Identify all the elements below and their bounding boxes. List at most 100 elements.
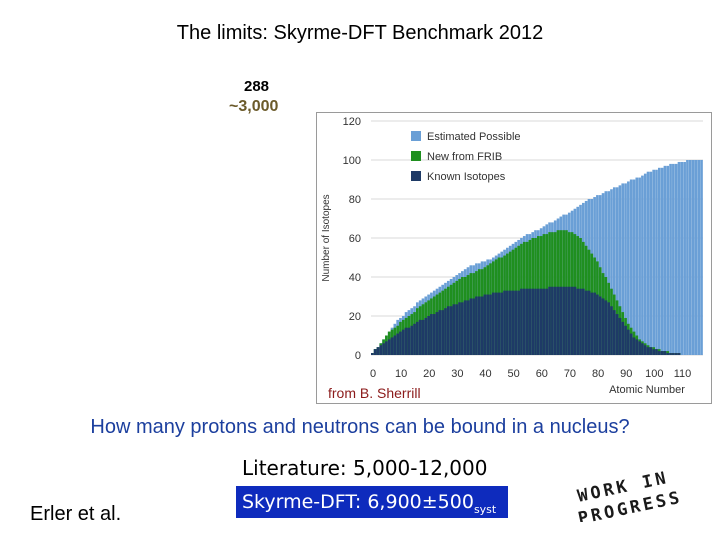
bar-known-isotopes: [500, 292, 504, 355]
bar-known-isotopes: [410, 325, 414, 355]
bar-known-isotopes: [559, 286, 563, 355]
bar-estimated-possible: [680, 161, 684, 355]
bar-known-isotopes: [486, 294, 490, 355]
x-tick-label: 40: [479, 368, 491, 380]
bar-known-isotopes: [553, 286, 557, 355]
bar-estimated-possible: [615, 187, 619, 355]
legend-swatch: [411, 131, 421, 141]
bar-known-isotopes: [497, 292, 501, 355]
bar-known-isotopes: [534, 288, 537, 355]
y-tick-label: 80: [349, 194, 361, 206]
bar-known-isotopes: [621, 321, 625, 355]
bar-known-isotopes: [455, 304, 459, 355]
bar-known-isotopes: [657, 351, 661, 355]
bar-estimated-possible: [694, 160, 698, 355]
bar-known-isotopes: [461, 302, 464, 355]
bar-known-isotopes: [393, 335, 397, 355]
bar-known-isotopes: [517, 290, 520, 355]
bar-known-isotopes: [674, 353, 678, 355]
bar-estimated-possible: [643, 173, 647, 355]
skyrme-result-subscript: syst: [473, 502, 497, 516]
bar-estimated-possible: [607, 191, 610, 355]
bar-estimated-possible: [632, 179, 636, 355]
legend-swatch: [411, 151, 421, 161]
bar-known-isotopes: [506, 290, 509, 355]
chart-credit: from B. Sherrill: [326, 385, 423, 401]
bar-known-isotopes: [570, 286, 574, 355]
bar-known-isotopes: [669, 353, 672, 355]
bar-estimated-possible: [652, 169, 656, 355]
x-tick-label: 100: [645, 368, 663, 380]
bar-estimated-possible: [655, 169, 658, 355]
bar-known-isotopes: [441, 310, 444, 355]
bar-known-isotopes: [469, 298, 473, 355]
bar-known-isotopes: [646, 347, 650, 355]
bar-known-isotopes: [666, 353, 670, 355]
bar-known-isotopes: [604, 300, 608, 355]
bar-known-isotopes: [407, 327, 411, 355]
bar-estimated-possible: [649, 171, 653, 355]
bar-known-isotopes: [522, 288, 526, 355]
y-tick-label: 120: [343, 116, 361, 128]
bar-known-isotopes: [503, 290, 506, 355]
x-tick-label: 110: [674, 368, 692, 380]
bar-estimated-possible: [688, 160, 692, 355]
bar-known-isotopes: [379, 345, 383, 355]
bar-known-isotopes: [371, 353, 374, 355]
bar-known-isotopes: [525, 288, 529, 355]
count-288-label: 288: [244, 78, 270, 95]
bar-known-isotopes: [584, 290, 588, 355]
bar-known-isotopes: [576, 288, 580, 355]
bar-known-isotopes: [629, 333, 633, 355]
bar-estimated-possible: [669, 163, 672, 355]
bar-known-isotopes: [565, 286, 568, 355]
bar-known-isotopes: [528, 288, 532, 355]
bar-known-isotopes: [660, 351, 664, 355]
slide-title: The limits: Skyrme-DFT Benchmark 2012: [176, 22, 544, 44]
isotope-chart: 0 20 40 60 80 100 120 0 10 20 30 40 50 60 70 80 90 100 110…: [316, 112, 712, 404]
bar-estimated-possible: [604, 191, 608, 355]
bar-estimated-possible: [610, 189, 613, 355]
bar-known-isotopes: [396, 333, 399, 355]
bar-known-isotopes: [627, 329, 630, 355]
x-tick-label: 60: [536, 368, 548, 380]
bar-known-isotopes: [610, 306, 613, 355]
y-tick-label: 100: [343, 155, 361, 167]
bar-known-isotopes: [663, 351, 667, 355]
bar-known-isotopes: [382, 343, 385, 355]
bar-known-isotopes: [390, 337, 394, 355]
bar-estimated-possible: [621, 183, 625, 355]
bar-known-isotopes: [458, 302, 461, 355]
bar-known-isotopes: [573, 286, 577, 355]
bar-known-isotopes: [615, 314, 619, 355]
bar-known-isotopes: [655, 349, 658, 355]
legend-label: New from FRIB: [427, 151, 502, 163]
bar-estimated-possible: [697, 160, 701, 355]
bar-estimated-possible: [683, 161, 686, 355]
bar-known-isotopes: [472, 298, 475, 355]
bar-known-isotopes: [511, 290, 515, 355]
bar-estimated-possible: [691, 160, 695, 355]
bar-estimated-possible: [618, 185, 622, 355]
bar-estimated-possible: [638, 177, 641, 355]
bar-estimated-possible: [641, 175, 644, 355]
legend-swatch: [411, 171, 421, 181]
bar-known-isotopes: [424, 317, 428, 355]
bar-known-isotopes: [508, 290, 512, 355]
bar-estimated-possible: [666, 165, 670, 355]
y-tick-label: 40: [349, 272, 361, 284]
x-tick-label: 10: [395, 368, 407, 380]
bar-estimated-possible: [612, 187, 616, 355]
bar-known-isotopes: [401, 329, 405, 355]
bar-known-isotopes: [427, 316, 430, 355]
bar-known-isotopes: [475, 296, 478, 355]
bar-known-isotopes: [537, 288, 540, 355]
bar-known-isotopes: [489, 294, 492, 355]
bar-known-isotopes: [542, 288, 546, 355]
x-tick-label: 30: [451, 368, 463, 380]
bar-known-isotopes: [567, 286, 571, 355]
bar-known-isotopes: [598, 296, 602, 355]
work-in-progress-stamp: WORK IN PROGRESS: [576, 468, 684, 522]
bar-known-isotopes: [587, 290, 591, 355]
bar-known-isotopes: [446, 306, 450, 355]
